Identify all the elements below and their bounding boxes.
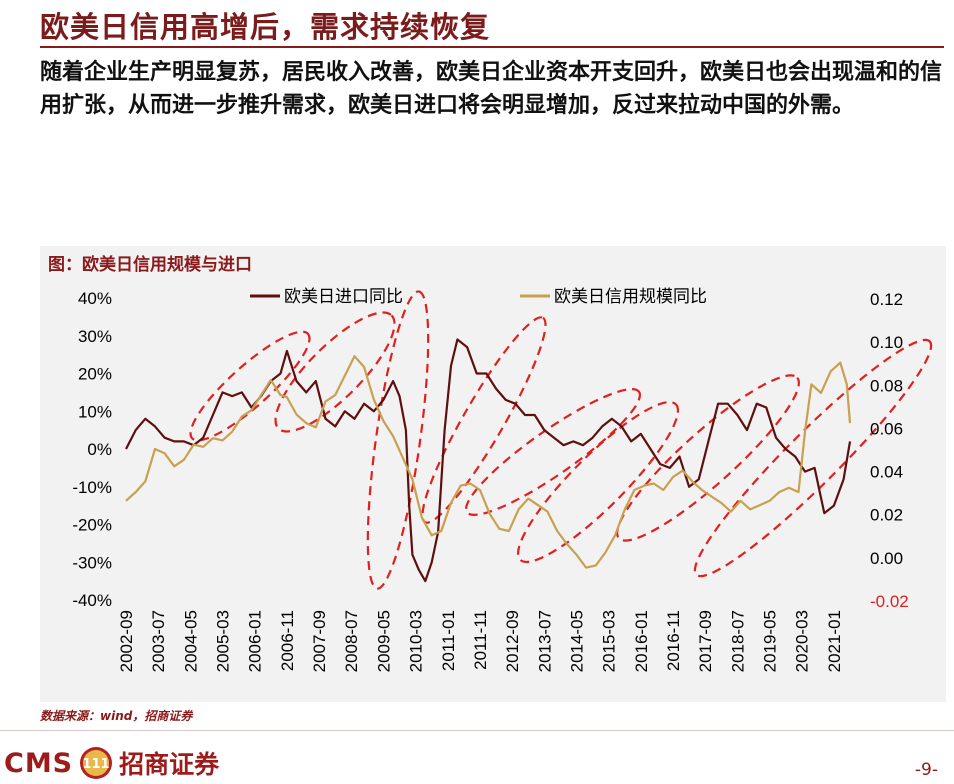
y-right-tick-label: 0.08 — [870, 376, 903, 395]
title-divider — [40, 46, 944, 48]
y-left-tick-label: 10% — [78, 402, 112, 421]
y-right-tick-label: 0.00 — [870, 549, 903, 568]
x-tick-label: 2009-05 — [374, 610, 393, 672]
annotation-ellipse — [464, 388, 642, 516]
x-tick-label: 2003-07 — [149, 610, 168, 672]
x-tick-label: 2002-09 — [117, 610, 136, 672]
legend: 欧美日进口同比 欧美日信用规模同比 — [250, 287, 707, 307]
annotation-ellipse — [189, 330, 311, 442]
x-tick-label: 2016-01 — [632, 610, 651, 672]
x-tick-label: 2006-01 — [246, 610, 265, 672]
y-left-tick-label: 20% — [78, 365, 112, 384]
x-tick-label: 2016-11 — [664, 610, 683, 671]
x-tick-label: 2007-09 — [310, 610, 329, 672]
y-left-tick-label: 40% — [78, 289, 112, 308]
chart-panel: 图：欧美日信用规模与进口 — [40, 246, 946, 702]
y-left-tick-label: 30% — [78, 327, 112, 346]
y-right-tick-label: -0.02 — [870, 592, 909, 611]
series-line-credit — [125, 355, 852, 569]
x-tick-label: 2021-01 — [825, 610, 844, 672]
x-tick-label: 2011-11 — [471, 610, 490, 670]
series-line-import — [125, 338, 852, 583]
annotation-ellipse — [274, 311, 396, 433]
company-logo: CMS 111 招商证券 — [4, 744, 219, 782]
x-tick-label: 2011-01 — [439, 610, 458, 671]
y-left-tick-label: -30% — [72, 553, 112, 572]
x-tick-label: 2006-11 — [278, 610, 297, 671]
x-tick-label: 2017-09 — [696, 610, 715, 672]
y-right-tick-label: 0.12 — [870, 290, 903, 309]
logo-cms-text: CMS — [4, 747, 74, 779]
y-right-tick-label: 0.10 — [870, 333, 903, 352]
logo-badge-text: 111 — [83, 757, 110, 772]
x-tick-label: 2010-03 — [407, 610, 426, 672]
x-tick-label: 2014-05 — [567, 610, 586, 672]
x-tick-label: 2008-07 — [342, 610, 361, 672]
data-source: 数据来源：wind，招商证券 — [40, 709, 193, 723]
x-tick-label: 2012-09 — [503, 610, 522, 672]
y-left-tick-label: -40% — [72, 591, 112, 610]
y-right-tick-label: 0.02 — [870, 506, 903, 525]
y-left-tick-label: 0% — [87, 440, 112, 459]
annotation-ellipse — [693, 338, 933, 578]
page-title: 欧美日信用高增后，需求持续恢复 — [40, 10, 491, 44]
x-tick-label: 2020-03 — [793, 610, 812, 672]
annotation-ellipse — [516, 400, 680, 564]
x-tick-label: 2019-05 — [761, 610, 780, 672]
y-axis-right: 0.12 0.10 0.08 0.06 0.04 0.02 0.00 -0.02 — [870, 290, 909, 611]
x-tick-label: 2013-07 — [535, 610, 554, 672]
legend-label: 欧美日信用规模同比 — [554, 287, 707, 307]
footer-divider — [0, 730, 954, 731]
chart-title: 图：欧美日信用规模与进口 — [48, 255, 252, 275]
y-right-tick-label: 0.06 — [870, 419, 903, 438]
x-tick-label: 2018-07 — [728, 610, 747, 672]
x-tick-label: 2005-03 — [214, 610, 233, 672]
x-tick-label: 2004-05 — [181, 610, 200, 672]
page-number: -9- — [914, 760, 938, 780]
y-right-tick-label: 0.04 — [870, 463, 903, 482]
body-paragraph: 随着企业生产明显复苏，居民收入改善，欧美日企业资本开支回升，欧美日也会出现温和的… — [40, 60, 943, 118]
y-left-tick-label: -20% — [72, 516, 112, 535]
logo-badge-icon: 111 — [80, 747, 113, 779]
annotation-ellipse — [366, 290, 430, 590]
legend-label: 欧美日进口同比 — [284, 287, 403, 307]
x-axis: 2002-09 2003-07 2004-05 2005-03 2006-01 2006-… — [117, 610, 844, 672]
logo-company-name: 招商证券 — [119, 750, 220, 779]
annotation-ellipses — [189, 290, 933, 590]
series-layer — [125, 338, 852, 583]
x-tick-label: 2015-03 — [600, 610, 619, 672]
y-left-tick-label: -10% — [72, 478, 112, 497]
y-axis-left: 40% 30% 20% 10% 0% -10% -20% -30% -40% — [72, 289, 112, 610]
